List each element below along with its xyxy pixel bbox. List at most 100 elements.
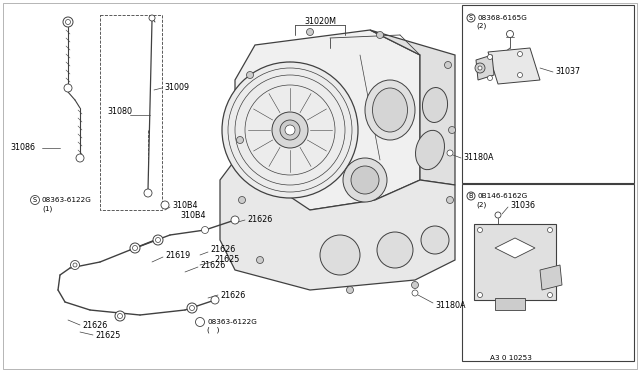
Text: (   ): ( ): [207, 327, 220, 333]
Text: 08363-6122G: 08363-6122G: [42, 197, 92, 203]
Polygon shape: [495, 298, 525, 310]
Circle shape: [144, 189, 152, 197]
Bar: [462, 184, 634, 361]
Bar: [462, 5, 634, 183]
Circle shape: [447, 196, 454, 203]
Circle shape: [351, 166, 379, 194]
Text: 21626: 21626: [247, 215, 272, 224]
Text: 0B146-6162G: 0B146-6162G: [477, 193, 527, 199]
Circle shape: [202, 227, 209, 234]
Text: 21626: 21626: [210, 246, 236, 254]
Ellipse shape: [415, 130, 444, 170]
Text: 31180A: 31180A: [435, 301, 465, 310]
Circle shape: [488, 55, 493, 60]
Text: S: S: [33, 197, 37, 203]
Circle shape: [478, 66, 482, 70]
Text: 31036: 31036: [510, 201, 535, 209]
Text: A3 0 10253: A3 0 10253: [490, 355, 532, 361]
Circle shape: [412, 290, 418, 296]
Circle shape: [31, 196, 40, 205]
Text: 310B4: 310B4: [180, 211, 205, 219]
Circle shape: [239, 196, 246, 203]
Circle shape: [246, 71, 253, 78]
Ellipse shape: [365, 80, 415, 140]
Circle shape: [477, 292, 483, 298]
Circle shape: [161, 201, 169, 209]
Circle shape: [320, 235, 360, 275]
Circle shape: [467, 192, 475, 200]
Text: 310B4: 310B4: [172, 201, 198, 209]
Polygon shape: [540, 265, 562, 290]
Circle shape: [211, 296, 219, 304]
Circle shape: [488, 76, 493, 80]
Text: 31037: 31037: [555, 67, 580, 77]
Text: 21626: 21626: [200, 260, 225, 269]
Circle shape: [376, 32, 383, 38]
Text: 31020M: 31020M: [304, 17, 336, 26]
Polygon shape: [220, 160, 455, 290]
Circle shape: [149, 15, 155, 21]
Text: 21626: 21626: [220, 291, 245, 299]
Text: 31086: 31086: [10, 144, 35, 153]
Text: 08368-6165G: 08368-6165G: [477, 15, 527, 21]
Circle shape: [307, 29, 314, 35]
Circle shape: [222, 62, 358, 198]
Circle shape: [70, 260, 79, 269]
Circle shape: [231, 216, 239, 224]
Circle shape: [115, 311, 125, 321]
Text: 31080: 31080: [107, 108, 132, 116]
Circle shape: [377, 232, 413, 268]
Ellipse shape: [372, 88, 408, 132]
Text: 21625: 21625: [214, 256, 239, 264]
Text: B: B: [468, 193, 473, 199]
Polygon shape: [474, 224, 556, 300]
Circle shape: [64, 84, 72, 92]
Circle shape: [445, 61, 451, 68]
Circle shape: [272, 112, 308, 148]
Circle shape: [447, 150, 453, 156]
Circle shape: [518, 73, 522, 77]
Text: (2): (2): [476, 23, 486, 29]
Polygon shape: [235, 30, 420, 210]
Circle shape: [477, 228, 483, 232]
Text: S: S: [198, 319, 202, 325]
Circle shape: [257, 257, 264, 263]
Circle shape: [467, 14, 475, 22]
Circle shape: [547, 292, 552, 298]
Polygon shape: [488, 48, 540, 84]
Circle shape: [153, 235, 163, 245]
Circle shape: [65, 19, 70, 25]
Circle shape: [495, 212, 501, 218]
Text: 21619: 21619: [165, 250, 190, 260]
Circle shape: [118, 314, 122, 318]
Circle shape: [421, 226, 449, 254]
Circle shape: [187, 303, 197, 313]
Text: 21625: 21625: [95, 330, 120, 340]
Bar: [100, 15, 162, 210]
Circle shape: [285, 125, 295, 135]
Circle shape: [237, 137, 243, 144]
Circle shape: [518, 51, 522, 57]
Polygon shape: [495, 238, 535, 258]
Circle shape: [130, 243, 140, 253]
Circle shape: [506, 31, 513, 38]
Circle shape: [412, 282, 419, 289]
Circle shape: [280, 120, 300, 140]
Circle shape: [76, 154, 84, 162]
Text: 31009: 31009: [164, 83, 189, 93]
Circle shape: [547, 228, 552, 232]
Polygon shape: [370, 30, 455, 185]
Circle shape: [475, 63, 485, 73]
Ellipse shape: [422, 87, 447, 122]
Circle shape: [346, 286, 353, 294]
Polygon shape: [476, 55, 494, 80]
Circle shape: [343, 158, 387, 202]
Text: 21626: 21626: [82, 321, 108, 330]
Text: (1): (1): [42, 206, 52, 212]
Text: S: S: [469, 15, 473, 21]
Circle shape: [73, 263, 77, 267]
Circle shape: [449, 126, 456, 134]
Circle shape: [195, 317, 205, 327]
Circle shape: [63, 17, 73, 27]
Circle shape: [189, 305, 195, 311]
